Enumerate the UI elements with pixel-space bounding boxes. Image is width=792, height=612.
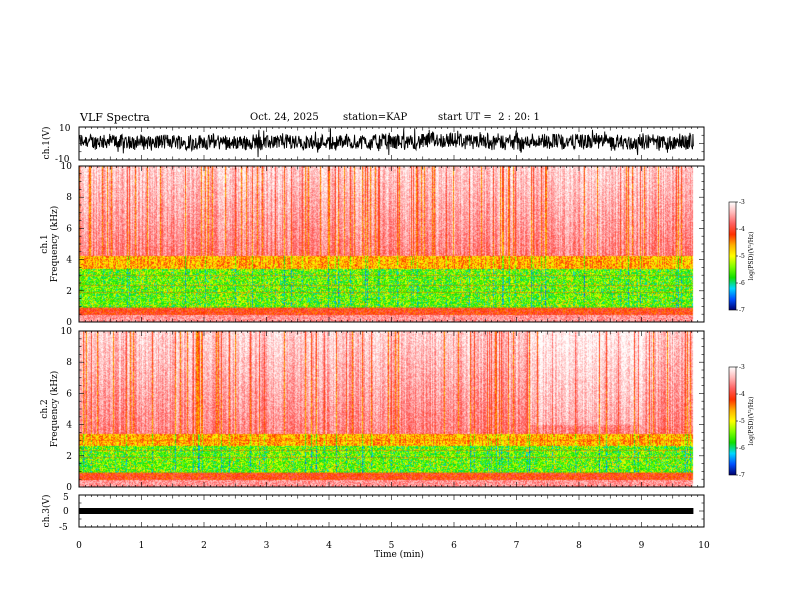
time-tick-label: 2 — [201, 541, 207, 551]
ch1-spectrogram-image — [79, 166, 704, 322]
ch1-waveform-panel: 10 -10 ch.1(V) — [41, 124, 705, 165]
time-axis-label: Time (min) — [374, 549, 424, 560]
freq-tick-label: 2 — [66, 452, 72, 462]
figure-title: VLF Spectra — [80, 111, 150, 124]
ch3-waveform-ylabel: ch.3(V) — [41, 495, 52, 528]
freq-tick-label: 10 — [61, 162, 73, 172]
colorbar-tick-label: -4 — [739, 391, 745, 398]
colorbar-label: log(PSD)(V²/Hz) — [748, 397, 755, 446]
colorbar-tick-label: -7 — [739, 472, 745, 479]
freq-tick-label: 4 — [66, 421, 72, 431]
ch1-colorbar: -3 -4 -5 -6 -7 log(PSD)(V²/Hz) — [728, 199, 755, 314]
ch2-spectrogram-panel: 0 2 4 6 8 10 ch.2 Frequency (kHz) -3 -4 -5 -6 -7 l… — [40, 327, 755, 493]
time-tick-label: 7 — [514, 541, 520, 551]
ch1-ytick-top: 10 — [59, 124, 71, 134]
ch3-waveform-ticks — [78, 494, 705, 528]
colorbar-tick-label: -6 — [739, 445, 745, 452]
colorbar-label: log(PSD)(V²/Hz) — [748, 232, 755, 281]
station-label: station=KAP — [343, 112, 408, 123]
freq-tick-label: 8 — [66, 193, 72, 203]
time-axis-ticklabels: 0 1 2 3 4 5 6 7 8 9 10 — [76, 541, 710, 551]
colorbar-tick-label: -5 — [739, 253, 745, 260]
freq-tick-label: 0 — [66, 483, 72, 493]
ch3-ytick-bottom: -5 — [59, 523, 68, 533]
time-tick-label: 6 — [451, 541, 457, 551]
ch2-spectrogram-image — [79, 331, 704, 487]
time-tick-label: 8 — [576, 541, 582, 551]
freq-tick-label: 6 — [66, 224, 72, 234]
freq-tick-label: 8 — [66, 358, 72, 368]
colorbar-tick-label: -4 — [739, 226, 745, 233]
ch1-spectrogram-ylabel-top: ch.1 — [40, 234, 50, 253]
ch1-spectrogram-yticklabels: 0 2 4 6 8 10 — [61, 162, 73, 328]
colorbar-tick-label: -3 — [739, 364, 745, 371]
colorbar-tick-label: -7 — [739, 307, 745, 314]
ch1-spectrogram-panel: 0 2 4 6 8 10 ch.1 Frequency (kHz) -3 -4 -5 -6 -7 l… — [40, 162, 755, 328]
ch2-spectrogram-yticklabels: 0 2 4 6 8 10 — [61, 327, 73, 493]
ch1-waveform-ticks — [78, 126, 705, 161]
ch3-ytick-middle: 0 — [63, 507, 69, 517]
freq-tick-label: 10 — [61, 327, 73, 337]
colorbar-tick-label: -6 — [739, 280, 745, 287]
ch1-waveform-trace — [78, 128, 694, 158]
ch2-spectrogram-ticks — [78, 330, 705, 488]
time-tick-label: 3 — [264, 541, 270, 551]
freq-tick-label: 2 — [66, 287, 72, 297]
date-label: Oct. 24, 2025 — [250, 112, 319, 123]
ch1-spectrogram-ticks — [78, 165, 705, 323]
colorbar-scale — [728, 366, 737, 476]
colorbar-tick-label: -5 — [739, 418, 745, 425]
freq-tick-label: 4 — [66, 256, 72, 266]
time-tick-label: 1 — [139, 541, 145, 551]
start-time-label: start UT = 2 : 20: 1 — [438, 112, 540, 123]
time-tick-label: 5 — [389, 541, 395, 551]
ch1-waveform-ylabel: ch.1(V) — [41, 127, 52, 160]
ch3-waveform-trace — [79, 508, 694, 514]
ch2-spectrogram-ylabel-top: ch.2 — [40, 399, 50, 418]
time-tick-label: 9 — [639, 541, 645, 551]
ch2-spectrogram-ylabel: Frequency (kHz) — [49, 371, 60, 448]
ch3-ytick-top: 5 — [63, 493, 69, 503]
freq-tick-label: 6 — [66, 389, 72, 399]
colorbar-tick-label: -3 — [739, 199, 745, 206]
ch1-ytick-bottom: -10 — [55, 155, 70, 165]
ch2-colorbar: -3 -4 -5 -6 -7 log(PSD)(V²/Hz) — [728, 364, 755, 479]
time-tick-label: 4 — [326, 541, 332, 551]
ch3-waveform-panel: 5 0 -5 ch.3(V) — [41, 493, 705, 533]
time-tick-label: 0 — [76, 541, 82, 551]
time-tick-label: 10 — [698, 541, 710, 551]
ch1-spectrogram-ylabel: Frequency (kHz) — [49, 206, 60, 283]
colorbar-scale — [728, 201, 737, 311]
freq-tick-label: 0 — [66, 318, 72, 328]
